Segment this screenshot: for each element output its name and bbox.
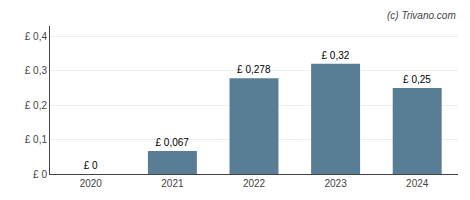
- svg-text:£ 0,067: £ 0,067: [155, 137, 189, 148]
- svg-text:2023: 2023: [324, 178, 347, 189]
- svg-text:£ 0,3: £ 0,3: [25, 65, 48, 76]
- svg-text:£ 0,278: £ 0,278: [237, 64, 271, 75]
- svg-text:2024: 2024: [406, 178, 429, 189]
- svg-text:£ 0: £ 0: [84, 160, 98, 171]
- svg-text:£ 0,4: £ 0,4: [25, 31, 48, 42]
- svg-text:£ 0,32: £ 0,32: [321, 50, 349, 61]
- svg-text:2020: 2020: [80, 178, 103, 189]
- svg-text:£ 0,25: £ 0,25: [403, 74, 431, 85]
- svg-text:£ 0,1: £ 0,1: [25, 134, 48, 145]
- svg-text:£ 0: £ 0: [33, 169, 47, 180]
- svg-text:£ 0,2: £ 0,2: [25, 100, 48, 111]
- svg-text:2022: 2022: [243, 178, 266, 189]
- svg-text:2021: 2021: [161, 178, 184, 189]
- svg-text:(c) Trivano.com: (c) Trivano.com: [387, 10, 456, 21]
